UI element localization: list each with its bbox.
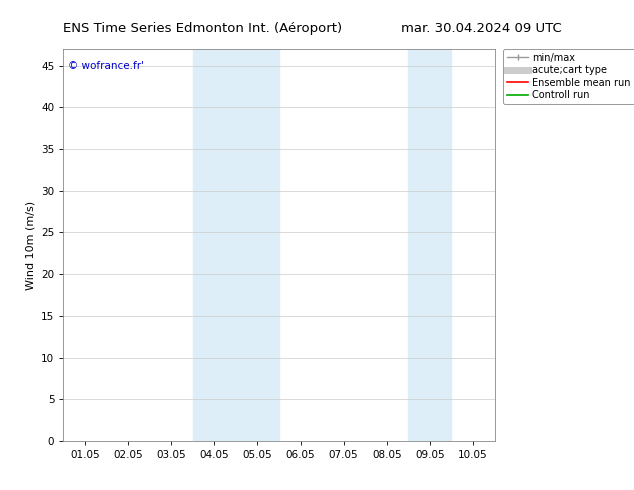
Bar [193,49,236,441]
Text: ENS Time Series Edmonton Int. (Aéroport): ENS Time Series Edmonton Int. (Aéroport) [63,22,342,35]
Bar [236,49,279,441]
Legend: min/max, acute;cart type, Ensemble mean run, Controll run: min/max, acute;cart type, Ensemble mean … [503,49,634,104]
Text: mar. 30.04.2024 09 UTC: mar. 30.04.2024 09 UTC [401,22,562,35]
Bar [408,49,451,441]
Y-axis label: Wind 10m (m/s): Wind 10m (m/s) [25,200,36,290]
Text: © wofrance.fr': © wofrance.fr' [68,61,144,71]
